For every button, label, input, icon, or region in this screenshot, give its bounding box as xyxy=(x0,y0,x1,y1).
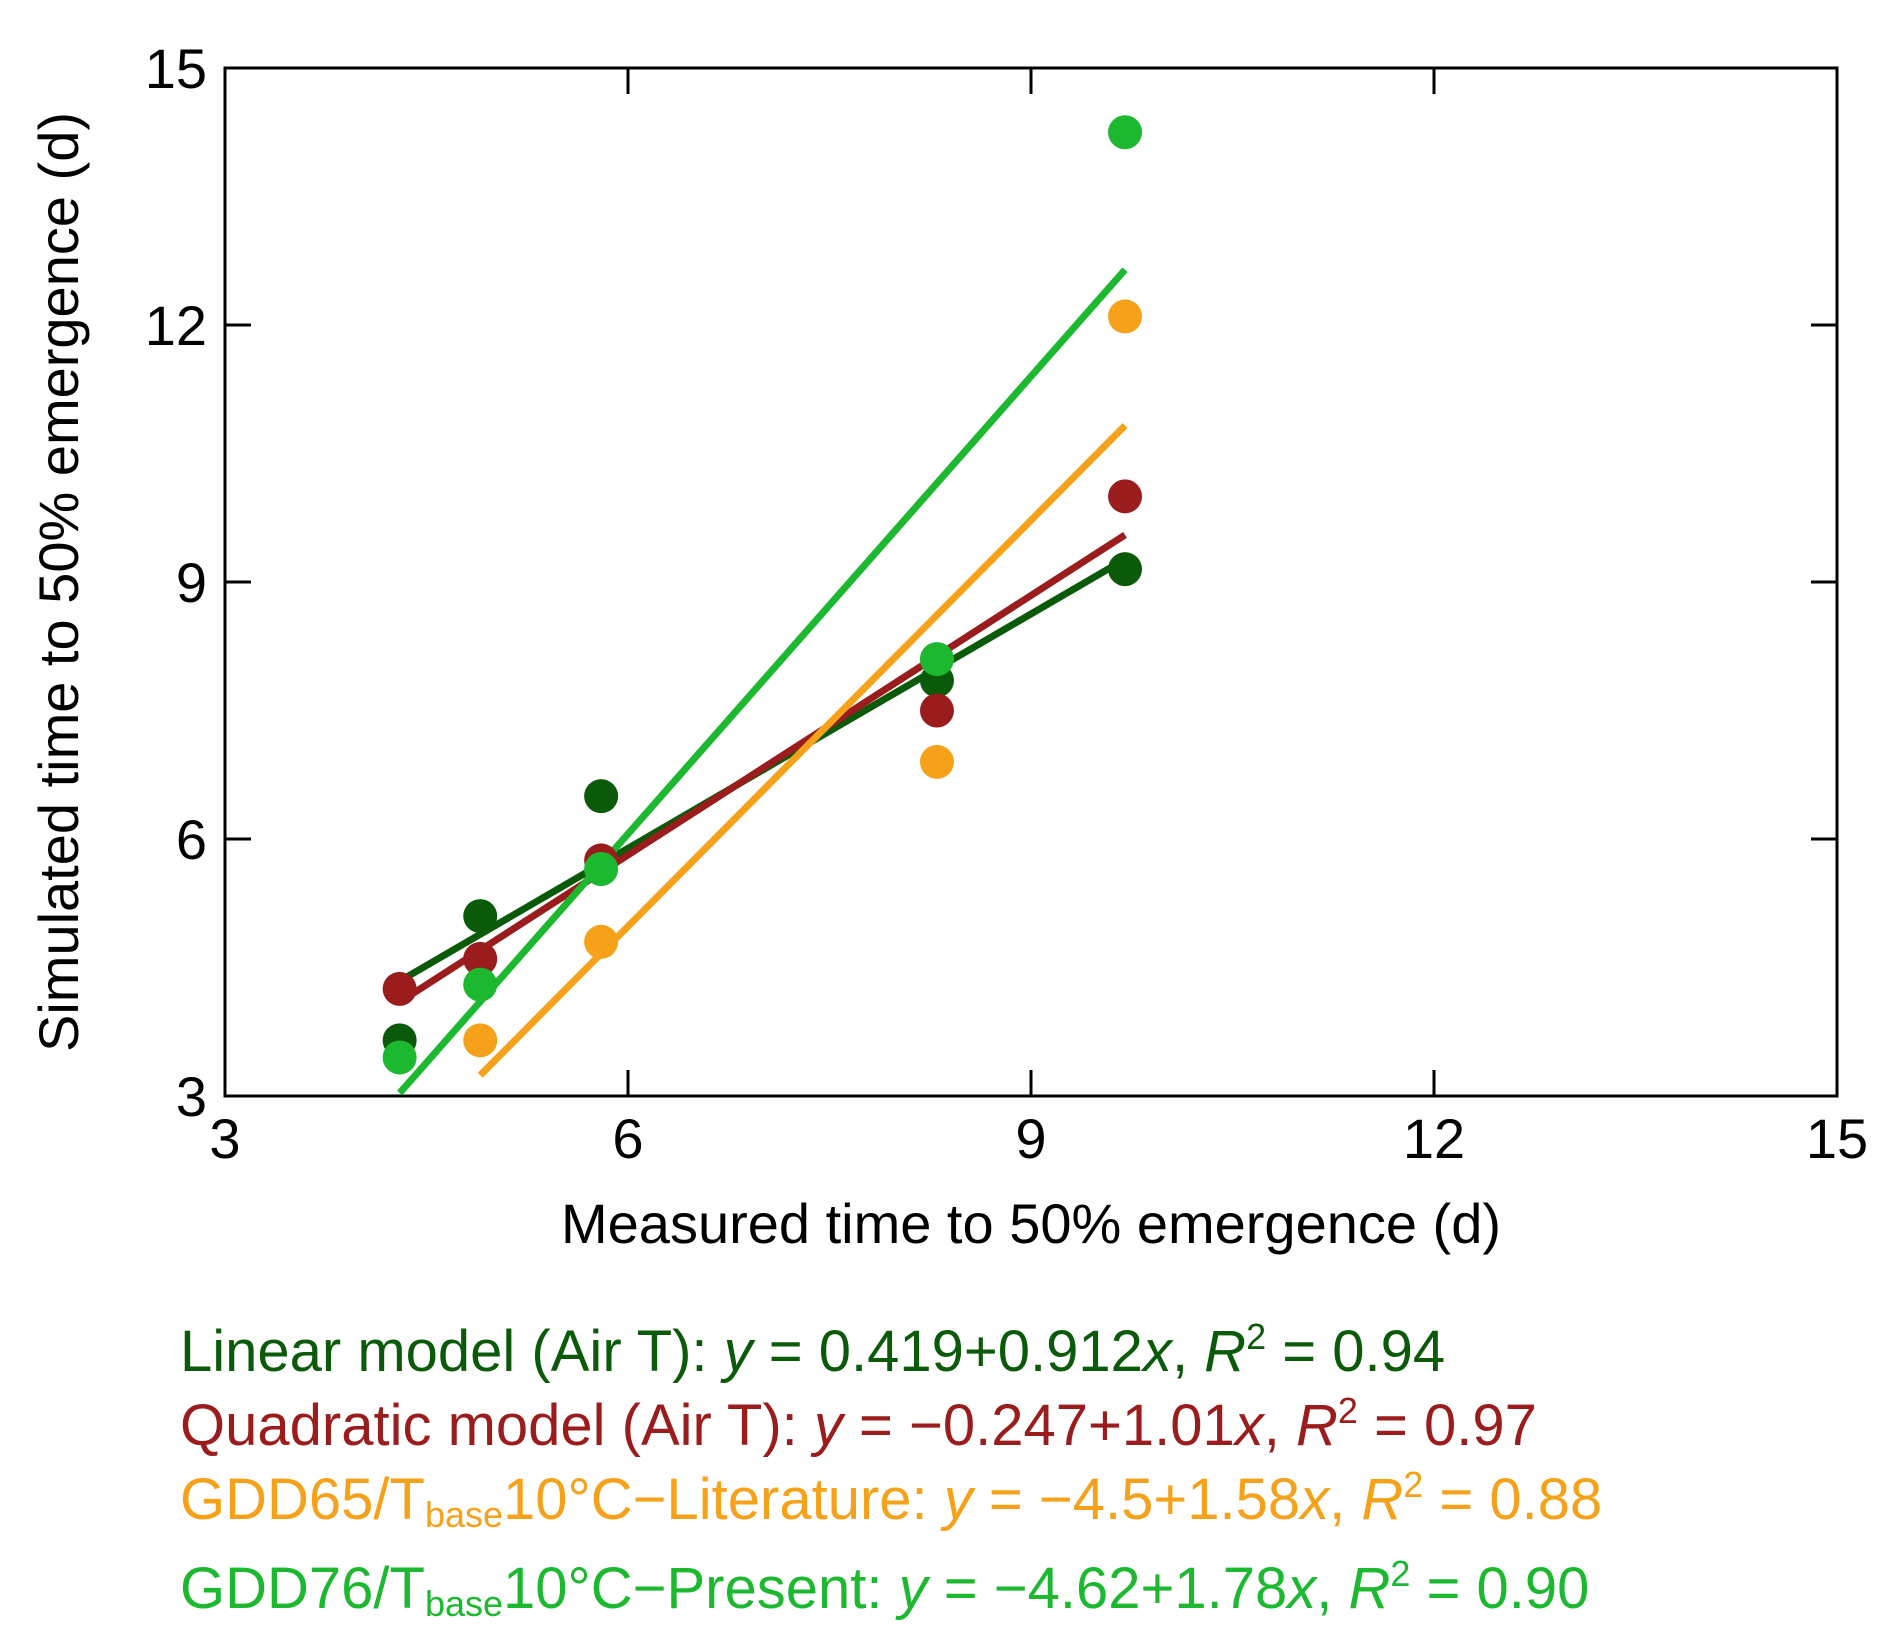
legend-gdd76: GDD76/Tbase10°C−Present: y = −4.62+1.78x… xyxy=(180,1553,1590,1625)
point-series-1 xyxy=(382,971,417,1006)
fit-line-series-1 xyxy=(397,531,1127,1006)
point-series-3 xyxy=(1108,115,1143,150)
point-series-0 xyxy=(463,899,498,934)
legend-quadratic: Quadratic model (Air T): y = −0.247+1.01… xyxy=(180,1390,1537,1459)
point-series-2 xyxy=(463,1023,498,1058)
y-tick-label: 9 xyxy=(176,551,207,614)
legend-gdd65: GDD65/Tbase10°C−Literature: y = −4.5+1.5… xyxy=(180,1464,1603,1536)
y-tick-label: 3 xyxy=(176,1065,207,1128)
point-series-1 xyxy=(919,693,954,728)
legend-linear: Linear model (Air T): y = 0.419+0.912x, … xyxy=(180,1316,1446,1385)
fit-line-series-2 xyxy=(477,423,1128,1078)
x-tick-label: 15 xyxy=(1806,1107,1868,1170)
data-points xyxy=(382,115,1143,1075)
point-series-0 xyxy=(1108,552,1143,587)
point-series-3 xyxy=(382,1040,417,1075)
point-series-3 xyxy=(919,642,954,677)
x-tick-label: 12 xyxy=(1403,1107,1465,1170)
y-tick-label: 15 xyxy=(145,37,207,100)
y-axis-title: Simulated time to 50% emergence (d) xyxy=(27,112,90,1052)
point-series-2 xyxy=(919,744,954,779)
fit-line-series-3 xyxy=(397,267,1128,1096)
point-series-0 xyxy=(584,779,619,814)
x-tick-label: 9 xyxy=(1015,1107,1046,1170)
y-tick-label: 12 xyxy=(145,294,207,357)
point-series-2 xyxy=(584,924,619,959)
scatter-chart: 3 6 9 12 15 3 6 9 12 15 Measured time to 50% emer… xyxy=(27,37,1868,1255)
point-series-3 xyxy=(584,851,619,886)
legend: Linear model (Air T): y = 0.419+0.912x, … xyxy=(180,1315,1602,1641)
regression-lines xyxy=(397,267,1128,1096)
point-series-2 xyxy=(1108,299,1143,334)
point-series-3 xyxy=(463,967,498,1002)
x-axis-title: Measured time to 50% emergence (d) xyxy=(561,1192,1501,1255)
x-tick-label: 3 xyxy=(209,1107,240,1170)
x-tick-label: 6 xyxy=(612,1107,643,1170)
point-series-1 xyxy=(463,941,498,976)
y-tick-label: 6 xyxy=(176,808,207,871)
point-series-1 xyxy=(1108,479,1143,514)
axis-ticks: 3 6 9 12 15 3 6 9 12 15 xyxy=(145,37,1868,1170)
